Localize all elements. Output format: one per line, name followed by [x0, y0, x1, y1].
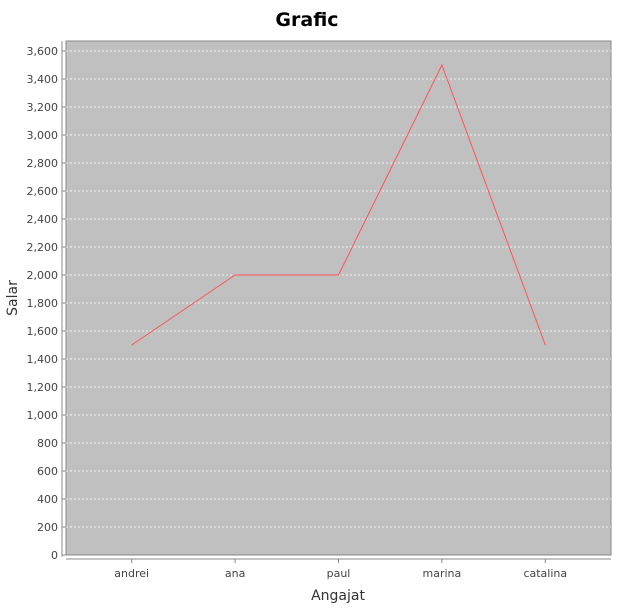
data-point [131, 344, 133, 346]
x-tick-label: paul [327, 567, 351, 580]
x-tick-label: ana [225, 567, 245, 580]
y-tick-label: 600 [37, 465, 58, 478]
x-tick-label: marina [423, 567, 462, 580]
x-tick-label: andrei [114, 567, 149, 580]
y-tick-label: 400 [37, 493, 58, 506]
y-tick-label: 1,800 [27, 297, 59, 310]
y-tick-label: 0 [51, 549, 58, 562]
y-tick-label: 2,000 [27, 269, 59, 282]
y-tick-label: 200 [37, 521, 58, 534]
y-tick-label: 2,200 [27, 241, 59, 254]
y-tick-label: 1,200 [27, 381, 59, 394]
y-axis: 0 200 400 600 800 1,000 1,200 1,400 1,600 1,800 2,… [27, 41, 66, 562]
y-tick-label: 2,800 [27, 157, 59, 170]
y-tick-label: 800 [37, 437, 58, 450]
y-tick-label: 2,600 [27, 185, 59, 198]
x-axis: andrei ana paul marina catalina [66, 558, 611, 580]
x-axis-label: Angajat [311, 588, 365, 604]
y-tick-label: 3,400 [27, 73, 59, 86]
y-tick-label: 1,000 [27, 409, 59, 422]
data-point [441, 64, 443, 66]
data-point [338, 274, 339, 276]
chart-title: Grafic [275, 9, 338, 31]
plot-area [65, 40, 612, 556]
y-tick-label: 3,200 [27, 101, 59, 114]
y-tick-label: 1,400 [27, 353, 59, 366]
y-tick-label: 3,600 [27, 45, 59, 58]
x-tick-label: catalina [523, 567, 567, 580]
y-axis-label: Salar [5, 280, 21, 316]
y-tick-label: 2,400 [27, 213, 59, 226]
y-tick-label: 1,600 [27, 325, 59, 338]
data-point [234, 274, 236, 276]
series-group [131, 63, 546, 346]
y-tick-label: 3,000 [27, 129, 59, 142]
data-point [544, 344, 546, 346]
